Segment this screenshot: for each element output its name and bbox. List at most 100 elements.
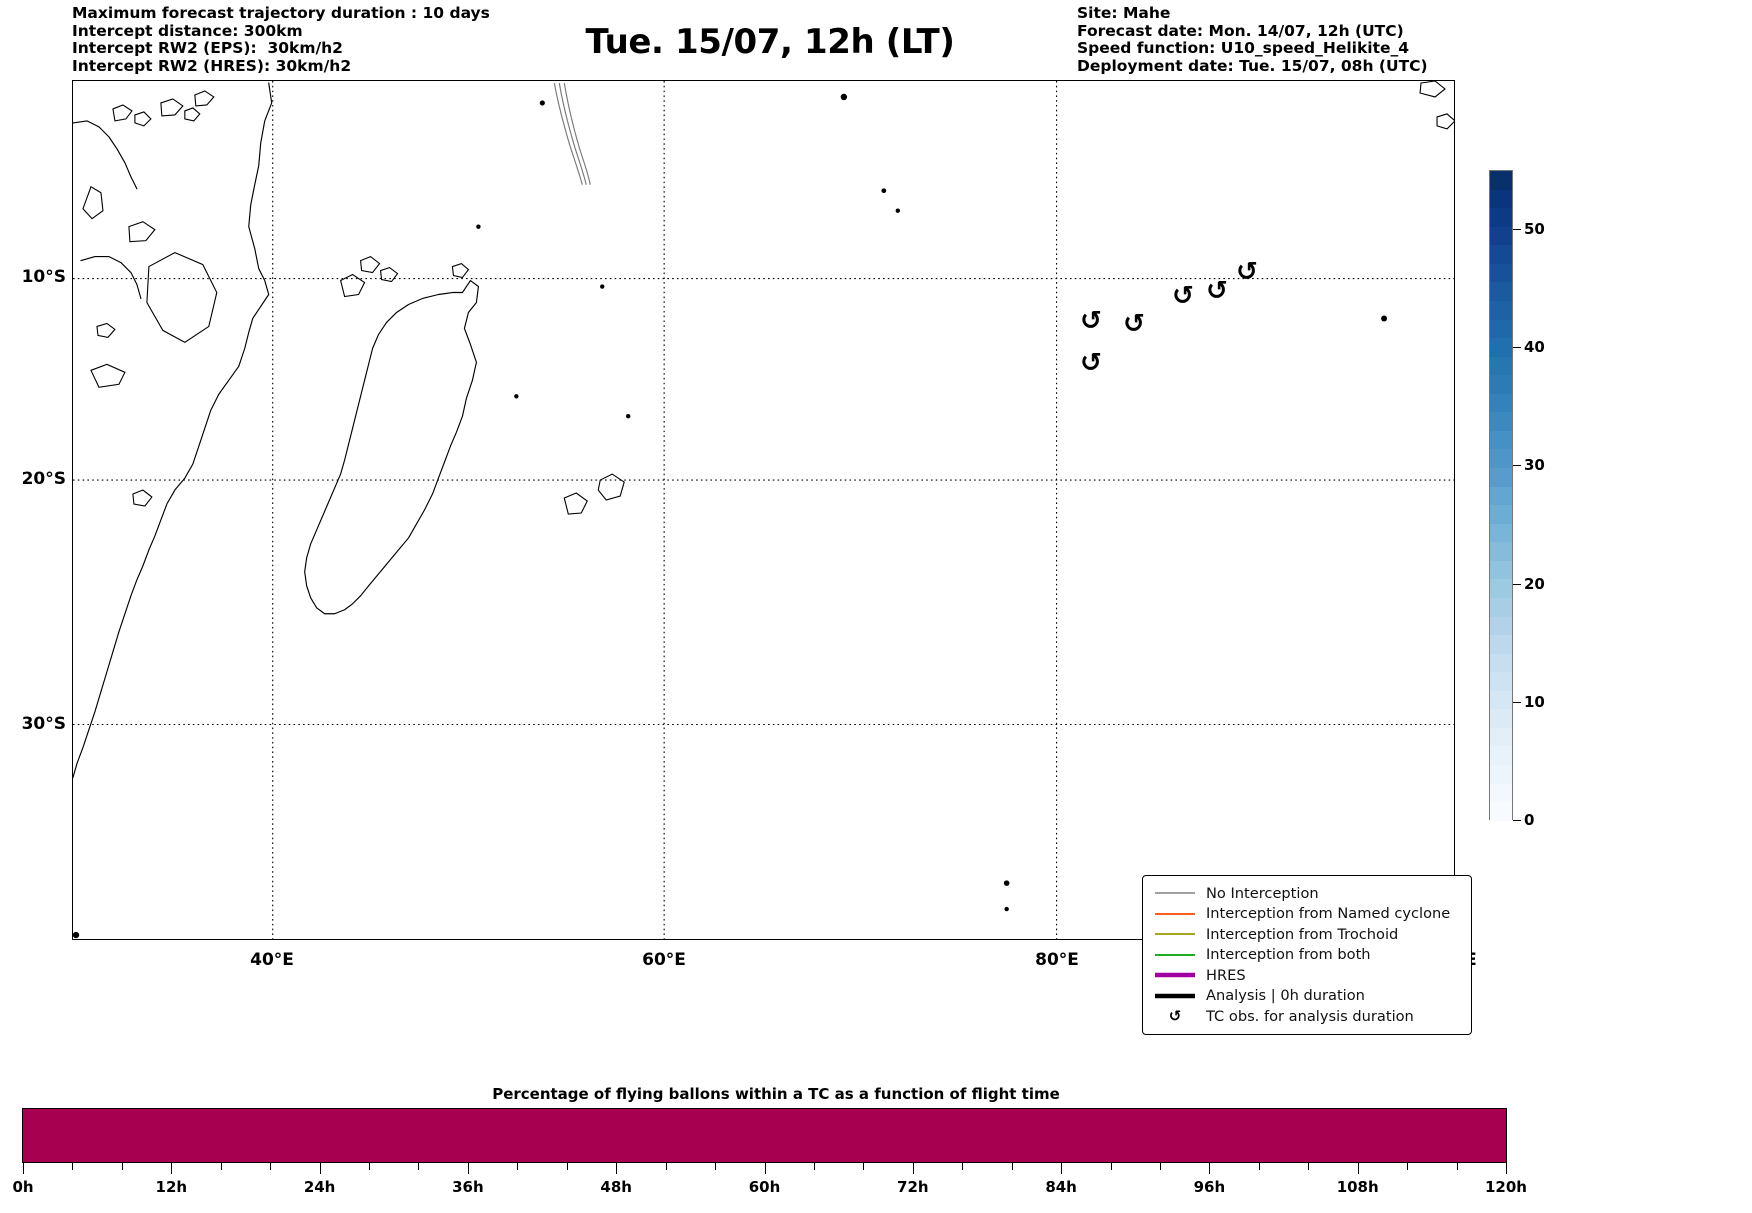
colorbar-tick <box>1513 229 1521 231</box>
colorbar-band <box>1490 356 1512 376</box>
legend-line-swatch <box>1152 992 1198 1000</box>
flight-time-tick <box>270 1163 272 1170</box>
flight-time-tick <box>1061 1163 1063 1174</box>
tc-obs-marker: ↺ <box>1123 309 1145 339</box>
legend-line-swatch <box>1152 930 1198 938</box>
colorbar[interactable] <box>1489 170 1513 821</box>
bottom-bar-caption: Percentage of flying ballons within a TC… <box>492 1085 1060 1103</box>
colorbar-band <box>1490 690 1512 710</box>
map-lon-tick-40E: 40°E <box>250 950 294 970</box>
flight-time-tick-label: 36h <box>452 1178 484 1196</box>
colorbar-band <box>1490 412 1512 431</box>
colorbar-band <box>1490 505 1512 524</box>
legend-item-hres[interactable]: HRES <box>1152 965 1462 986</box>
legend-label: Interception from Trochoid <box>1206 925 1399 943</box>
flight-time-tick <box>1407 1163 1409 1170</box>
flight-time-tick-label: 84h <box>1045 1178 1077 1196</box>
colorbar-band <box>1490 653 1512 673</box>
colorbar-tick <box>1513 701 1521 703</box>
flight-time-tick <box>72 1163 74 1170</box>
colorbar-band <box>1490 208 1512 227</box>
flight-time-tick <box>1159 1163 1161 1170</box>
colorbar-band <box>1490 468 1512 487</box>
flight-time-tick <box>764 1163 766 1174</box>
flight-time-tick-label: 120h <box>1485 1178 1527 1196</box>
flight-time-tick <box>418 1163 420 1170</box>
colorbar-band <box>1490 300 1512 320</box>
flight-time-tick <box>863 1163 865 1170</box>
legend-item-trochoid[interactable]: Interception from Trochoid <box>1152 924 1462 945</box>
flight-time-tick <box>665 1163 667 1170</box>
flight-time-tick <box>1308 1163 1310 1170</box>
colorbar-band <box>1490 746 1512 765</box>
colorbar-tick <box>1513 347 1521 349</box>
flight-time-tick <box>1110 1163 1112 1170</box>
tc-obs-marker: ↺ <box>1172 281 1194 311</box>
colorbar-tick <box>1513 465 1521 467</box>
flight-time-tick <box>1258 1163 1260 1170</box>
coastline-africa <box>73 82 273 778</box>
flight-time-tick <box>171 1163 173 1174</box>
flight-time-tick <box>566 1163 568 1170</box>
cyclone-icon: ↺ <box>1152 1006 1198 1025</box>
colorbar-tick-label: 10 <box>1524 692 1545 711</box>
legend-label: Analysis | 0h duration <box>1206 987 1365 1005</box>
colorbar-band <box>1490 523 1512 543</box>
flight-time-tick <box>121 1163 123 1170</box>
flight-time-tick-label: 96h <box>1193 1178 1226 1196</box>
legend-label: HRES <box>1206 966 1246 984</box>
flight-time-tick <box>220 1163 222 1170</box>
tc-obs-marker: ↺ <box>1080 306 1102 336</box>
legend-line-swatch <box>1152 951 1198 959</box>
colorbar-band <box>1490 245 1512 264</box>
legend-marker-glyph: ↺ <box>1168 1006 1182 1025</box>
map-lat-tick-30S: 30°S <box>21 714 66 734</box>
colorbar-tick-label: 30 <box>1524 456 1545 475</box>
colorbar-tick <box>1513 820 1521 821</box>
flight-time-tick-label: 0h <box>12 1178 34 1196</box>
forecast-map[interactable] <box>72 80 1455 940</box>
colorbar-band <box>1490 226 1512 246</box>
flight-time-tick-label: 24h <box>303 1178 336 1196</box>
flight-time-bar-fill <box>23 1109 1506 1162</box>
flight-time-tick <box>715 1163 717 1170</box>
colorbar-tick-label: 20 <box>1524 574 1545 593</box>
colorbar-band <box>1490 765 1512 784</box>
flight-time-tick-label: 72h <box>897 1178 929 1196</box>
coastline-islands-northwest <box>82 90 218 507</box>
flight-time-tick <box>517 1163 519 1170</box>
flight-time-tick <box>1456 1163 1458 1170</box>
flight-time-tick <box>1506 1163 1507 1174</box>
map-lat-tick-20S: 20°S <box>21 469 66 489</box>
colorbar-band <box>1490 189 1512 209</box>
colorbar-band <box>1490 727 1512 747</box>
colorbar-band <box>1490 282 1512 301</box>
colorbar-band <box>1490 393 1512 413</box>
tc-obs-marker: ↺ <box>1080 348 1102 378</box>
legend-item-both[interactable]: Interception from both <box>1152 945 1462 966</box>
legend-item-tc-obs[interactable]: ↺ TC obs. for analysis duration <box>1152 1006 1462 1027</box>
map-graticule <box>73 81 1454 939</box>
flight-time-tick-label: 108h <box>1336 1178 1379 1196</box>
colorbar-band <box>1490 672 1512 691</box>
map-islets <box>73 81 1454 939</box>
colorbar-label: Named cyclones forecast - Number of EPS … <box>1556 170 1752 820</box>
flight-time-tick <box>1357 1163 1359 1174</box>
flight-time-tick-label: 48h <box>600 1178 632 1196</box>
legend-item-named-cyclone[interactable]: Interception from Named cyclone <box>1152 904 1462 925</box>
flight-time-tick <box>962 1163 964 1170</box>
legend-label: TC obs. for analysis duration <box>1206 1007 1414 1025</box>
flight-time-tick <box>467 1163 469 1174</box>
map-legend[interactable]: No Interception Interception from Named … <box>1142 875 1472 1035</box>
colorbar-tick-label: 0 <box>1524 811 1535 829</box>
map-lon-tick-60E: 60°E <box>642 950 686 970</box>
flight-time-bar[interactable] <box>22 1108 1507 1163</box>
colorbar-band <box>1490 560 1512 580</box>
legend-item-analysis[interactable]: Analysis | 0h duration <box>1152 986 1462 1007</box>
legend-item-no-interception[interactable]: No Interception <box>1152 883 1462 904</box>
colorbar-band <box>1490 783 1512 803</box>
tc-obs-marker: ↺ <box>1236 257 1258 287</box>
colorbar-band <box>1490 171 1512 190</box>
colorbar-tick-label: 50 <box>1524 220 1545 239</box>
colorbar-band <box>1490 486 1512 506</box>
